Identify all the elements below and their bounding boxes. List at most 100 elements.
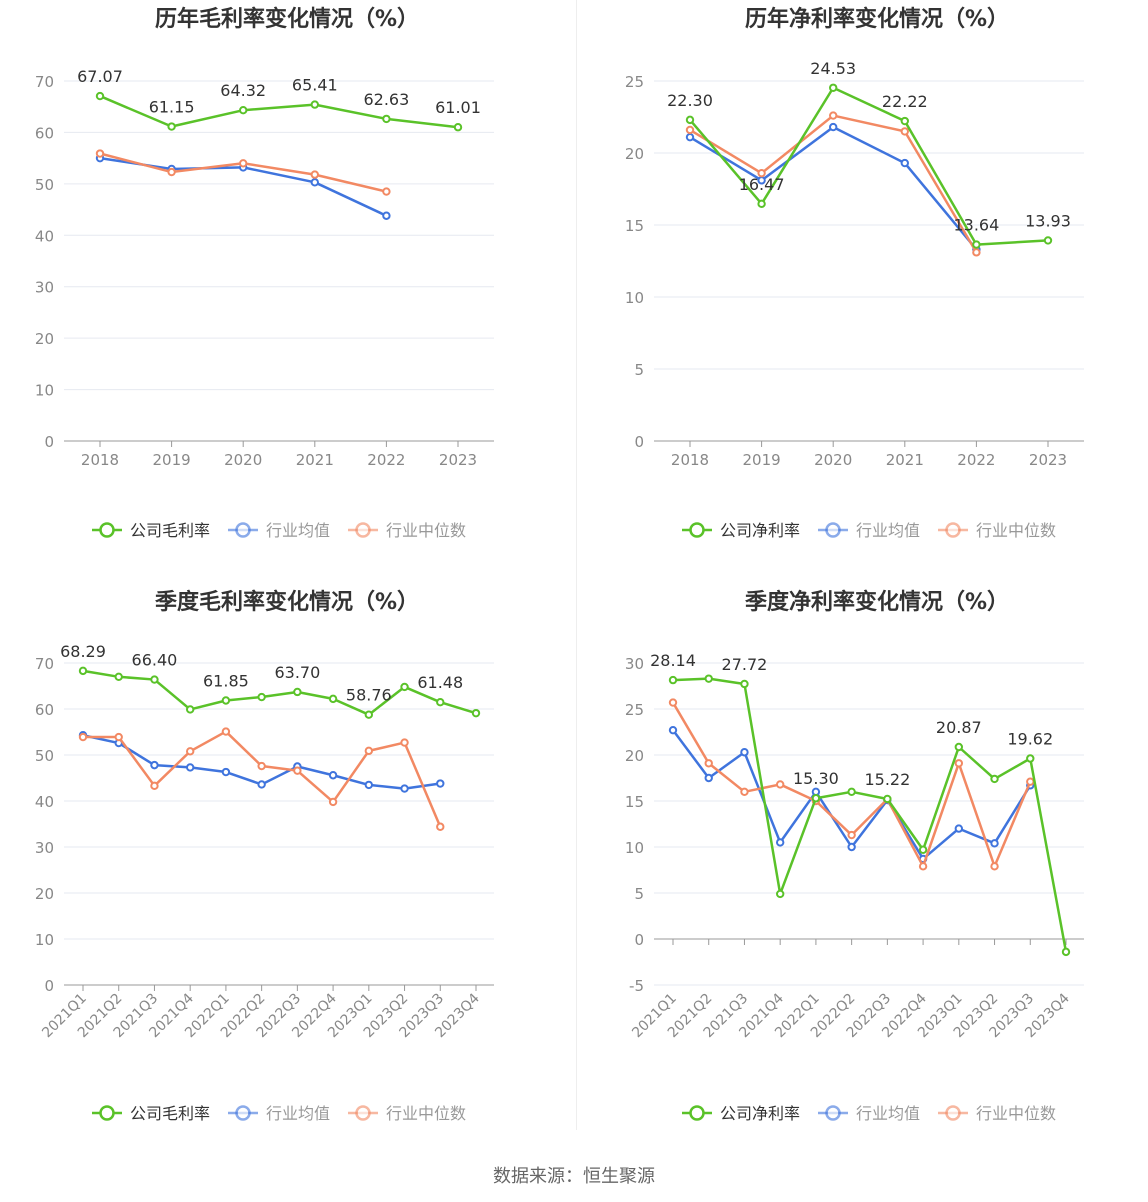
data-point-company xyxy=(954,742,964,752)
data-point-median xyxy=(239,159,248,168)
legend-marker xyxy=(99,1105,115,1121)
legend-label: 行业中位数 xyxy=(386,521,466,540)
data-point-median xyxy=(775,780,785,789)
legend-item-company: 公司毛利率 xyxy=(92,1104,210,1123)
legend-marker xyxy=(355,1105,371,1121)
y-tick-label: 20 xyxy=(35,330,54,348)
chart-title: 季度毛利率变化情况（%） xyxy=(155,589,419,615)
annual-net-margin-chart: 历年净利率变化情况（%） 0 5 10 15 20 25 2018 2019 2020 2021 20… xyxy=(590,0,1148,583)
y-tick-label: 0 xyxy=(634,931,644,949)
data-point-company xyxy=(900,116,909,126)
y-tick-label: 30 xyxy=(35,839,54,857)
legend-item-median: 行业中位数 xyxy=(938,1104,1056,1123)
data-label: 15.30 xyxy=(793,769,839,788)
legend-label: 行业均值 xyxy=(266,1104,330,1123)
data-point-median xyxy=(668,698,678,707)
data-point-median xyxy=(310,170,319,179)
legend-item-company: 公司毛利率 xyxy=(92,521,210,540)
legend-item-median: 行业中位数 xyxy=(938,521,1056,540)
data-point-company xyxy=(310,100,319,109)
chart-title: 历年净利率变化情况（%） xyxy=(745,6,1009,32)
data-label: 63.70 xyxy=(274,663,320,682)
data-point-avg xyxy=(685,132,695,142)
legend-item-avg: 行业均值 xyxy=(228,521,330,540)
data-point-company xyxy=(257,692,266,702)
series-line-avg xyxy=(689,125,978,251)
y-tick-label: 10 xyxy=(35,931,54,949)
y-tick-label: 40 xyxy=(35,793,54,811)
data-point-company xyxy=(883,794,892,804)
data-point-company xyxy=(847,787,856,797)
y-tick-label: 0 xyxy=(44,433,54,451)
data-point-avg xyxy=(990,839,999,848)
y-tick-label: 60 xyxy=(35,124,54,142)
data-label: 66.40 xyxy=(132,651,178,670)
data-point-company xyxy=(150,675,159,684)
data-point-company xyxy=(1061,947,1071,957)
data-point-median xyxy=(704,759,713,768)
legend-label: 公司净利率 xyxy=(720,1104,800,1123)
data-point-company xyxy=(829,83,838,92)
legend-item-avg: 行业均值 xyxy=(818,1104,920,1123)
data-label: 61.48 xyxy=(417,673,463,692)
legend-label: 公司毛利率 xyxy=(130,521,210,540)
data-point-avg xyxy=(704,773,713,783)
data-point-company xyxy=(740,679,749,689)
data-point-median xyxy=(185,747,195,756)
data-point-median xyxy=(78,732,88,742)
data-point-median xyxy=(150,781,159,791)
data-point-median xyxy=(847,830,856,840)
quarterly-net-margin-svg: 季度净利率变化情况（%）-50510152025302021Q12021Q220… xyxy=(625,589,1084,1123)
data-point-median xyxy=(167,167,176,177)
data-point-avg xyxy=(310,178,319,187)
data-point-median xyxy=(918,862,928,871)
y-tick-label: 20 xyxy=(35,885,54,903)
data-point-company xyxy=(185,705,195,714)
legend-item-avg: 行业均值 xyxy=(228,1104,330,1123)
data-point-company xyxy=(1043,236,1053,245)
y-tick-label: 40 xyxy=(35,227,54,245)
data-label: 27.72 xyxy=(722,655,768,674)
legend-marker xyxy=(825,1105,841,1121)
data-point-company xyxy=(990,774,999,784)
data-point-company xyxy=(436,697,445,707)
data-point-company xyxy=(293,687,302,697)
y-tick-label: 60 xyxy=(35,701,54,719)
data-point-company xyxy=(400,682,409,692)
legend-marker xyxy=(99,522,115,538)
y-tick-label: 5 xyxy=(634,885,644,903)
data-point-avg xyxy=(900,158,909,168)
y-tick-label: 25 xyxy=(625,73,644,91)
y-tick-label: 70 xyxy=(35,73,54,91)
y-tick-label: 25 xyxy=(625,701,644,719)
annual-gross-margin-chart: 历年毛利率变化情况（%） 0 10 20 30 40 50 60 70 2018 2019 2020 2… xyxy=(0,0,574,583)
legend-label: 行业中位数 xyxy=(386,1104,466,1123)
data-point-company xyxy=(114,672,123,682)
data-point-company xyxy=(1026,754,1035,763)
data-point-avg xyxy=(829,122,838,132)
x-tick-label: 2018 xyxy=(81,451,119,469)
series-line-company xyxy=(672,677,1068,953)
x-tick-label: 2022 xyxy=(367,451,405,469)
annual-net-margin-svg: 历年净利率变化情况（%） 0 5 10 15 20 25 2018 2019 2020 2021 20… xyxy=(625,6,1084,540)
data-point-company xyxy=(364,710,374,719)
data-point-median xyxy=(1026,777,1035,786)
data-point-company xyxy=(757,199,766,209)
y-tick-label: 15 xyxy=(625,793,644,811)
legend-marker xyxy=(689,522,705,538)
legend-item-median: 行业中位数 xyxy=(348,1104,466,1123)
legend-label: 公司净利率 xyxy=(720,521,800,540)
data-label: 19.62 xyxy=(1007,729,1053,748)
data-point-avg xyxy=(185,763,195,772)
data-label: 65.41 xyxy=(292,76,338,95)
data-point-company xyxy=(382,114,391,124)
data-point-median xyxy=(954,759,964,768)
y-tick-label: 0 xyxy=(634,433,644,451)
legend-marker xyxy=(945,522,961,538)
legend-marker xyxy=(235,522,251,538)
data-label: 28.14 xyxy=(650,651,696,670)
data-label: 24.53 xyxy=(810,59,856,78)
data-point-company xyxy=(972,240,981,249)
data-point-median xyxy=(757,168,766,178)
data-point-avg xyxy=(150,760,159,770)
